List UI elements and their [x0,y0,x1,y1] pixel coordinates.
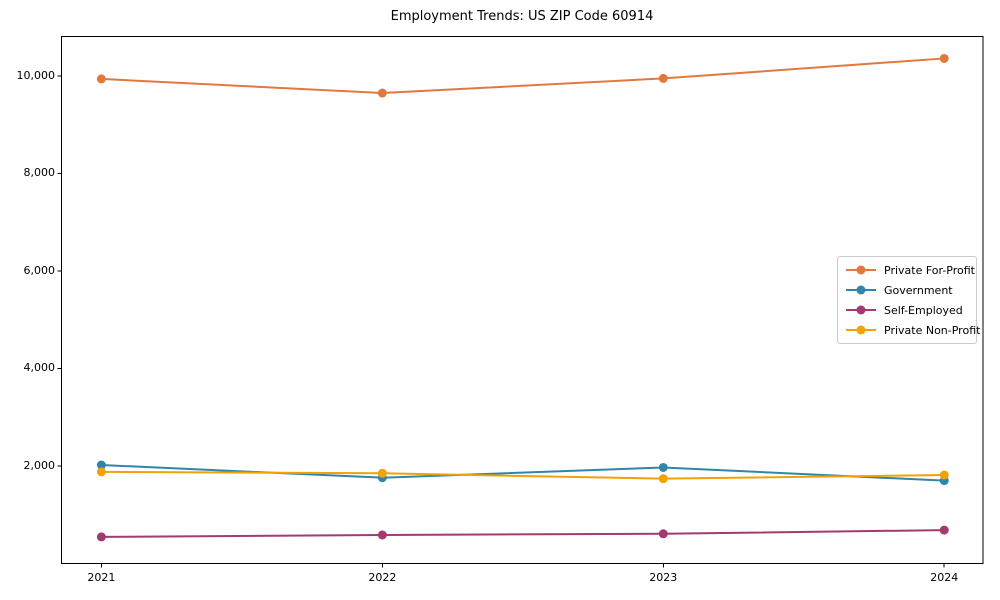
y-tick-label: 10,000 [16,68,56,82]
series-line-private-for-profit [100,57,946,95]
data-point [96,467,106,477]
series-line-private-non-profit [100,470,946,480]
y-tick-label: 2,000 [23,458,56,472]
legend-marker-icon [846,305,876,315]
legend-label: Private Non-Profit [884,323,981,337]
axes-frame [61,36,984,564]
data-point [658,529,668,539]
y-tick-label: 8,000 [23,166,56,180]
x-tick-label: 2021 [87,570,116,584]
series-line-self-employed [100,529,946,538]
legend-marker-icon [846,265,876,275]
data-point [939,53,949,63]
data-point [96,460,106,470]
chart-title: Employment Trends: US ZIP Code 60914 [390,9,654,24]
data-point [658,462,668,472]
data-point [939,470,949,480]
legend-item: Private Non-Profit [845,320,980,340]
data-point [377,88,387,98]
y-tick-label: 6,000 [23,263,56,277]
series-line-government [100,464,946,482]
legend: Private For-Profit Government Self-Employe… [837,256,980,344]
legend-item: Private For-Profit [845,260,975,280]
x-tick-label: 2023 [649,570,678,584]
data-point [377,468,387,478]
data-point [96,532,106,542]
legend-label: Self-Employed [884,303,963,317]
data-point [96,74,106,84]
y-tick-label: 4,000 [23,361,56,375]
legend-item: Government [845,280,969,300]
legend-item: Self-Employed [845,300,969,320]
legend-label: Private For-Profit [884,263,975,277]
data-point [939,525,949,535]
x-tick-label: 2024 [930,570,959,584]
data-point [658,73,668,83]
x-tick-label: 2022 [368,570,397,584]
data-point [377,530,387,540]
legend-marker-icon [846,285,876,295]
data-point [658,474,668,484]
legend-marker-icon [846,325,876,335]
legend-label: Government [884,283,953,297]
